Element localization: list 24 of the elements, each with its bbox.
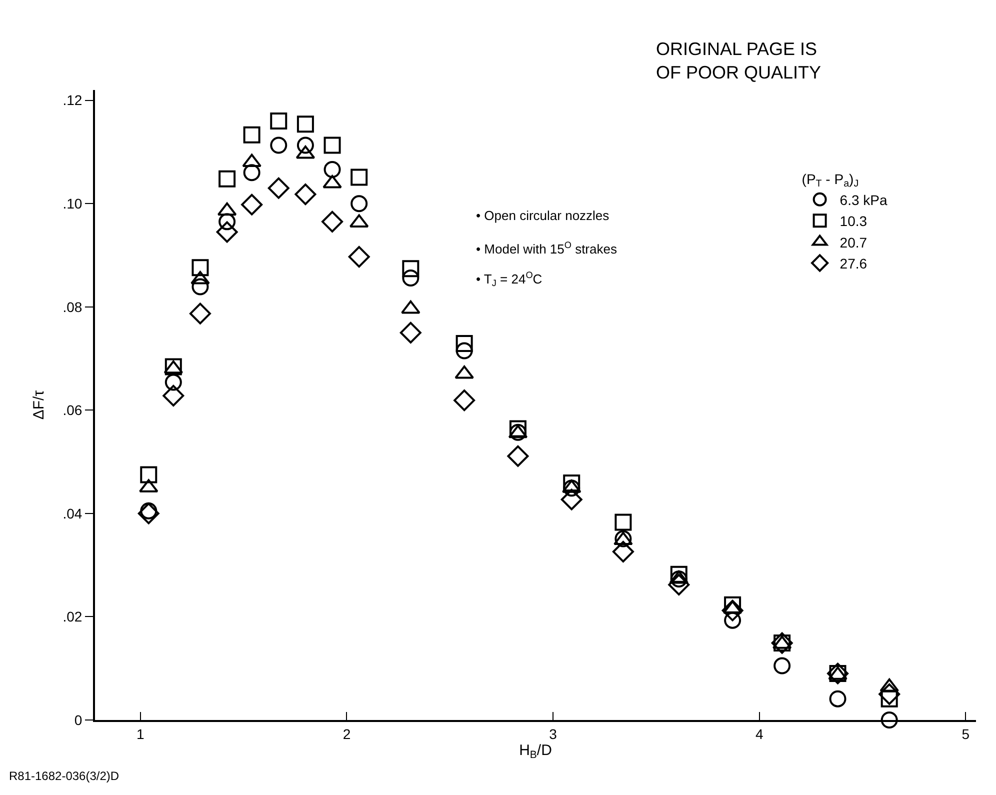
legend-label: 10.3 [840, 213, 868, 230]
legend-label: 27.6 [840, 255, 868, 272]
x-tick-label: 4 [755, 726, 764, 742]
text: R81-1682-036(3/2)D [9, 769, 120, 783]
y-tick-label: .10 [62, 196, 82, 212]
annotation: • Open circular nozzles [476, 208, 610, 223]
y-tick-label: .04 [62, 505, 82, 522]
y-tick-label: 0 [74, 712, 82, 728]
y-tick-label: .08 [62, 298, 82, 315]
x-tick-label: 2 [342, 726, 351, 742]
x-axis-title: H$_{B}$/D [519, 742, 552, 761]
y-axis-title: ΔF/τ [30, 390, 48, 420]
text: ORIGINAL PAGE IS OF POOR QUALITY [656, 39, 822, 82]
y-tick-label: .02 [62, 608, 82, 625]
y-tick-label: .06 [62, 402, 82, 418]
x-tick-label: 3 [549, 726, 558, 742]
legend-title: (P$_{T}$ - P$_{a}$)$_{J}$ [802, 170, 859, 190]
legend-label: 20.7 [840, 234, 868, 250]
y-tick-label: .12 [62, 92, 82, 108]
x-tick-label: 5 [962, 726, 970, 742]
annotation: • T$_{J}$ = 24$^{O}$C [476, 270, 542, 288]
legend-label: 6.3 kPa [840, 192, 888, 208]
x-tick-label: 1 [136, 726, 144, 742]
annotation: • Model with 15$^{O}$ strakes [476, 240, 618, 256]
